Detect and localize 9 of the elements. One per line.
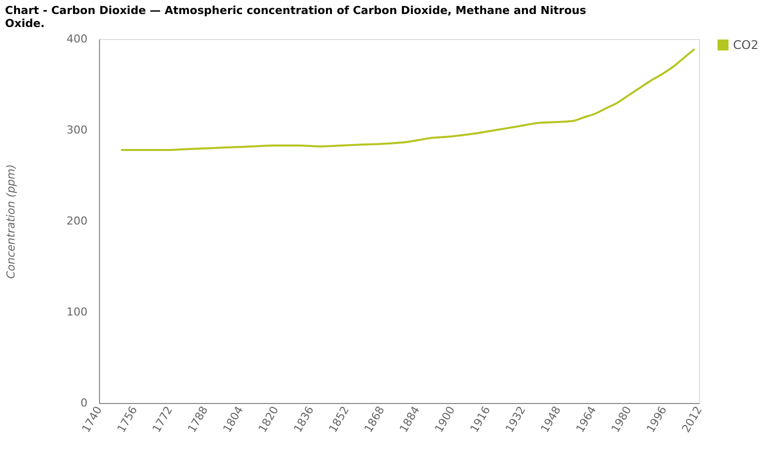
y-tick-label: 0: [80, 396, 88, 410]
y-axis-title: Concentration (ppm): [4, 164, 18, 279]
line-series: [120, 48, 696, 152]
chart-title: Chart - Carbon Dioxide — Atmospheric concentration of Carbon Dioxide, Methane and Nitrous Oxide.: [5, 4, 587, 30]
y-tick-label: 200: [66, 214, 88, 228]
y-tick-label: 400: [66, 32, 88, 46]
y-tick-label: 100: [66, 306, 88, 318]
y-tick-label: 300: [66, 124, 88, 136]
legend-label: CO2: [733, 38, 758, 52]
